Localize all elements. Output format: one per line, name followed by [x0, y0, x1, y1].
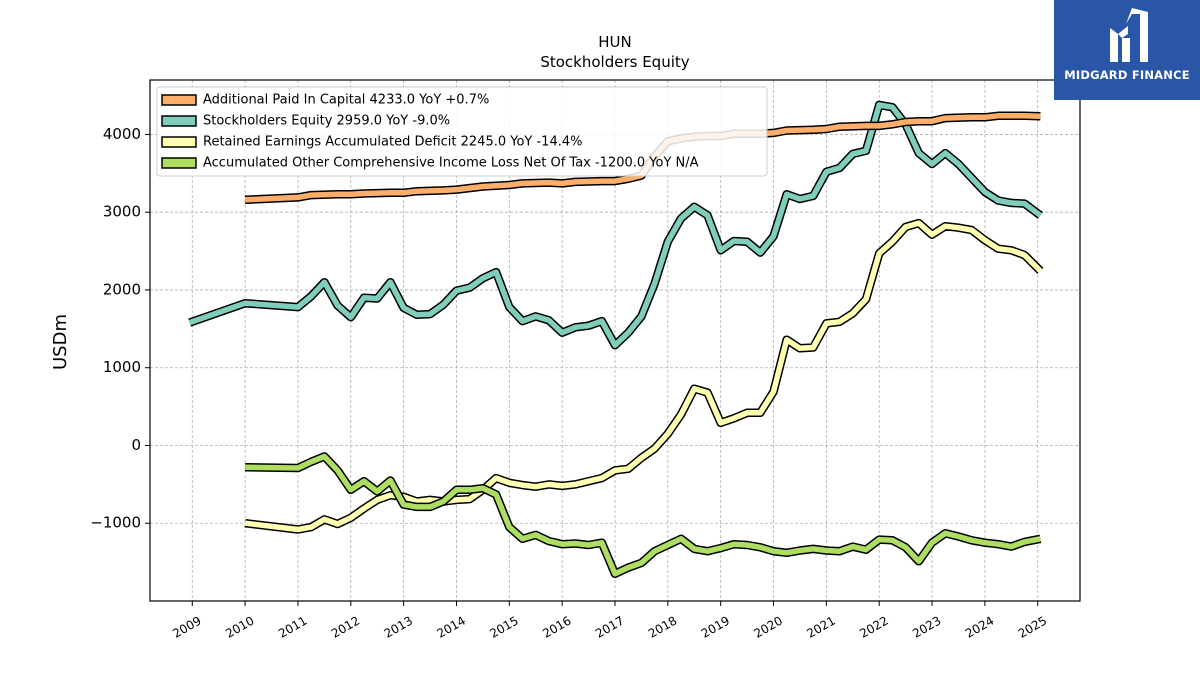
x-tick-label: 2020: [752, 613, 785, 640]
y-tick-label: −1000: [90, 514, 141, 532]
x-tick-label: 2015: [487, 613, 520, 640]
x-tick-label: 2022: [857, 613, 890, 640]
legend-label: Stockholders Equity 2959.0 YoY -9.0%: [203, 114, 450, 129]
y-axis: −1000 0 1000 2000 3000 4000: [90, 125, 150, 532]
y-axis-label: USDm: [50, 314, 71, 370]
x-tick-label: 2016: [540, 613, 573, 640]
legend-box: [156, 86, 768, 177]
x-tick-label: 2023: [910, 613, 943, 640]
series-line-fill: [244, 220, 1043, 533]
legend-swatch: [161, 136, 197, 148]
midgard-logo-icon: [1110, 8, 1148, 62]
legend-swatch: [161, 115, 197, 127]
legend-swatch: [161, 157, 197, 169]
x-tick-label: 2018: [646, 613, 679, 640]
y-tick-label: 2000: [103, 280, 141, 298]
y-tick-label: 4000: [103, 125, 141, 143]
y-tick-label: 1000: [103, 358, 141, 376]
x-tick-label: 2021: [804, 613, 837, 640]
y-tick-label: 0: [131, 436, 141, 454]
x-axis: 2009 2010 2011 2012 2013 2014 2015 2016 2017 2018…: [170, 601, 1049, 641]
brand-name: MIDGARD FINANCE: [1064, 68, 1190, 82]
x-tick-label: 2025: [1016, 613, 1049, 640]
x-tick-label: 2019: [699, 613, 732, 640]
series-line-fill: [188, 102, 1043, 348]
series-line: [244, 218, 1044, 534]
series-line: [188, 100, 1043, 350]
x-tick-label: 2009: [170, 613, 203, 640]
x-tick-label: 2013: [382, 613, 415, 640]
series-line-fill: [245, 453, 1041, 577]
y-tick-label: 3000: [103, 203, 141, 221]
brand-logo: MIDGARD FINANCE: [1054, 0, 1200, 100]
series-line: [245, 452, 1042, 579]
x-tick-label: 2014: [435, 613, 468, 640]
chart-title: HUN: [598, 33, 631, 51]
x-tick-label: 2011: [276, 613, 309, 640]
series-lines: [188, 100, 1044, 579]
legend-label: Accumulated Other Comprehensive Income L…: [203, 156, 699, 171]
legend-label: Retained Earnings Accumulated Deficit 22…: [203, 135, 582, 150]
x-tick-label: 2012: [329, 613, 362, 640]
x-tick-label: 2024: [963, 613, 996, 640]
legend-label: Additional Paid In Capital 4233.0 YoY +0…: [203, 93, 489, 108]
legend: Additional Paid In Capital 4233.0 YoY +0…: [156, 86, 768, 177]
x-tick-label: 2017: [593, 613, 626, 640]
x-tick-label: 2010: [223, 613, 256, 640]
chart-subtitle: Stockholders Equity: [540, 53, 689, 71]
legend-swatch: [161, 94, 197, 106]
